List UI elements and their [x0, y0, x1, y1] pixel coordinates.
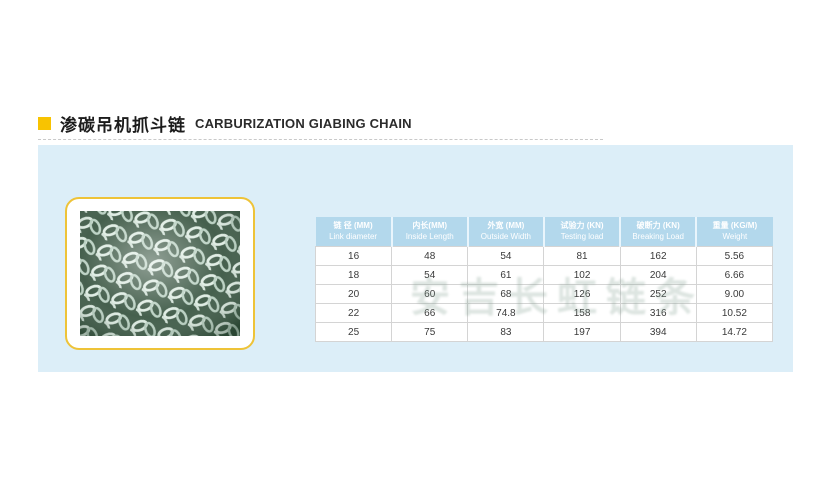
yellow-bullet-icon [38, 116, 51, 130]
table-cell: 102 [543, 265, 621, 285]
table-row: 16 48 54 81 162 5.56 [314, 246, 774, 266]
table-cell: 54 [391, 265, 469, 285]
table-cell: 61 [467, 265, 545, 285]
column-header: 试验力 (KN) Testing load [542, 217, 621, 247]
chain-photo [80, 211, 240, 336]
table-cell: 22 [314, 303, 393, 323]
table-cell: 20 [314, 284, 393, 304]
table-cell: 18 [314, 265, 393, 285]
table-cell: 48 [391, 246, 469, 266]
column-header: 外宽 (MM) Outside Width [466, 217, 544, 247]
table-cell: 14.72 [695, 322, 774, 342]
section-title-en: CARBURIZATION GIABING CHAIN [195, 115, 412, 131]
column-header: 重量 (KG/M) Weight [695, 217, 773, 247]
table-cell: 10.52 [695, 303, 774, 323]
table-cell: 6.66 [695, 265, 774, 285]
table-cell: 252 [619, 284, 697, 304]
column-header: 内长(MM) Inside Length [390, 217, 468, 247]
table-cell: 68 [467, 284, 545, 304]
table-cell: 75 [391, 322, 469, 342]
spec-table-header-row: 链 径 (MM) Link diameter 内长(MM) Inside Length… [315, 217, 773, 247]
table-cell: 5.56 [695, 246, 774, 266]
dotted-divider [38, 139, 603, 140]
column-header: 链 径 (MM) Link diameter [315, 217, 392, 247]
table-row: 22 66 74.8 158 316 10.52 [314, 303, 774, 323]
content-band: 链 径 (MM) Link diameter 内长(MM) Inside Length… [38, 145, 793, 372]
section-title-zh: 渗碳吊机抓斗链 [60, 115, 186, 135]
column-header: 破断力 (KN) Breaking Load [619, 217, 697, 247]
section-title: 渗碳吊机抓斗链 CARBURIZATION GIABING CHAIN [38, 112, 412, 135]
table-cell: 9.00 [695, 284, 774, 304]
table-row: 20 60 68 126 252 9.00 [314, 284, 774, 304]
product-photo-card [65, 197, 255, 350]
table-cell: 83 [467, 322, 545, 342]
table-cell: 158 [543, 303, 621, 323]
spec-table: 链 径 (MM) Link diameter 内长(MM) Inside Length… [314, 217, 774, 342]
table-cell: 197 [543, 322, 621, 342]
table-cell: 60 [391, 284, 469, 304]
table-cell: 54 [467, 246, 545, 266]
spec-table-body: 16 48 54 81 162 5.56 18 54 61 102 204 6.66 20 60 68 126… [314, 246, 774, 342]
table-cell: 162 [619, 246, 697, 266]
table-cell: 204 [619, 265, 697, 285]
table-cell: 16 [314, 246, 393, 266]
table-row: 25 75 83 197 394 14.72 [314, 322, 774, 342]
table-cell: 126 [543, 284, 621, 304]
table-cell: 394 [619, 322, 697, 342]
table-cell: 25 [314, 322, 393, 342]
table-cell: 316 [619, 303, 697, 323]
table-cell: 81 [543, 246, 621, 266]
table-cell: 66 [391, 303, 469, 323]
table-row: 18 54 61 102 204 6.66 [314, 265, 774, 285]
spec-table-head: 链 径 (MM) Link diameter 内长(MM) Inside Length… [315, 217, 773, 247]
table-cell: 74.8 [467, 303, 545, 323]
